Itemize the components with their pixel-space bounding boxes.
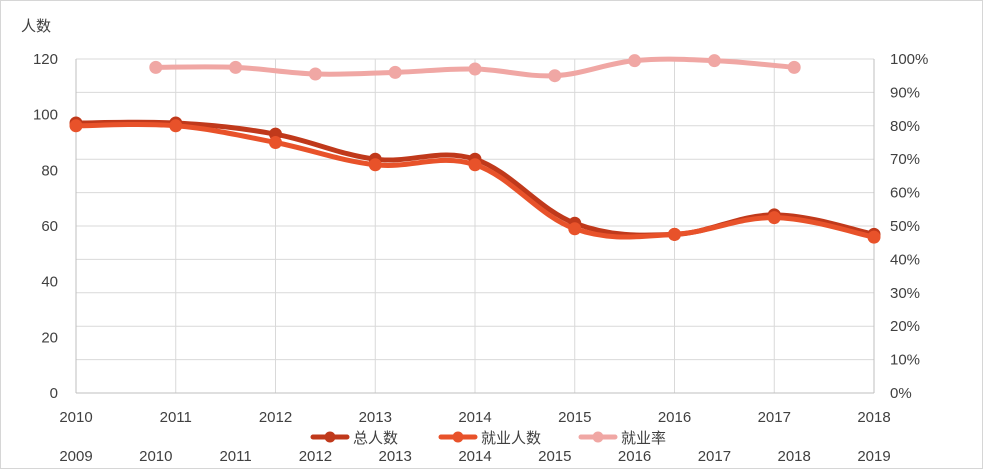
data-point-series-2 bbox=[229, 60, 243, 74]
legend-swatch-marker bbox=[452, 431, 464, 443]
data-point-series-2 bbox=[628, 54, 642, 68]
y-left-tick-label: 20 bbox=[41, 329, 58, 346]
x-secondary-tick-label: 2018 bbox=[778, 448, 811, 465]
data-point-series-1 bbox=[169, 119, 183, 133]
y-left-tick-label: 0 bbox=[50, 385, 58, 402]
data-point-series-2 bbox=[787, 60, 801, 74]
y-right-tick-label: 30% bbox=[890, 285, 920, 302]
x-primary-tick-label: 2015 bbox=[558, 409, 591, 426]
data-point-series-1 bbox=[368, 158, 382, 172]
y-right-tick-label: 90% bbox=[890, 84, 920, 101]
data-point-series-1 bbox=[269, 136, 282, 149]
legend-swatch-marker bbox=[324, 431, 336, 443]
y-right-tick-label: 50% bbox=[890, 218, 920, 235]
data-point-series-1 bbox=[767, 211, 781, 225]
data-point-series-2 bbox=[468, 62, 482, 76]
x-secondary-tick-label: 2012 bbox=[299, 448, 332, 465]
data-point-series-2 bbox=[548, 69, 562, 83]
y-right-tick-label: 80% bbox=[890, 118, 920, 135]
x-primary-tick-label: 2017 bbox=[758, 409, 791, 426]
x-primary-tick-label: 2016 bbox=[658, 409, 691, 426]
y-right-tick-label: 10% bbox=[890, 352, 920, 369]
x-secondary-tick-label: 2013 bbox=[379, 448, 412, 465]
legend-label: 就业率 bbox=[621, 430, 666, 447]
legend-swatch-marker bbox=[592, 431, 604, 443]
data-point-series-1 bbox=[668, 227, 681, 241]
y-right-tick-label: 0% bbox=[890, 385, 912, 402]
x-primary-tick-label: 2010 bbox=[59, 409, 92, 426]
y-left-tick-label: 40 bbox=[41, 274, 58, 291]
x-primary-tick-label: 2018 bbox=[857, 409, 890, 426]
data-point-series-1 bbox=[69, 119, 83, 133]
y-right-tick-label: 60% bbox=[890, 185, 920, 202]
x-secondary-tick-label: 2009 bbox=[59, 448, 92, 465]
x-secondary-tick-label: 2014 bbox=[458, 448, 491, 465]
x-primary-tick-label: 2013 bbox=[359, 409, 392, 426]
y-left-axis-title: 人数 bbox=[21, 18, 51, 35]
data-point-series-1 bbox=[468, 158, 482, 172]
y-right-tick-label: 20% bbox=[890, 318, 920, 335]
y-left-tick-label: 100 bbox=[33, 107, 58, 124]
data-point-series-2 bbox=[388, 65, 402, 79]
data-point-series-2 bbox=[149, 60, 163, 74]
x-secondary-tick-label: 2015 bbox=[538, 448, 571, 465]
legend-label: 总人数 bbox=[353, 430, 398, 447]
data-point-series-2 bbox=[308, 67, 322, 81]
y-right-tick-label: 40% bbox=[890, 251, 920, 268]
y-right-tick-label: 100% bbox=[890, 51, 928, 68]
y-left-tick-label: 60 bbox=[41, 218, 58, 235]
data-point-series-1 bbox=[568, 222, 582, 236]
x-secondary-tick-label: 2016 bbox=[618, 448, 651, 465]
data-point-series-2 bbox=[707, 54, 721, 68]
x-primary-tick-label: 2012 bbox=[259, 409, 292, 426]
x-primary-tick-label: 2011 bbox=[160, 409, 192, 426]
x-primary-tick-label: 2014 bbox=[458, 409, 491, 426]
x-secondary-tick-label: 2011 bbox=[219, 448, 251, 465]
legend-label: 就业人数 bbox=[481, 430, 541, 447]
x-secondary-tick-label: 2010 bbox=[139, 448, 172, 465]
x-secondary-tick-label: 2017 bbox=[698, 448, 731, 465]
x-secondary-tick-label: 2019 bbox=[857, 448, 890, 465]
data-point-series-1 bbox=[867, 230, 881, 244]
y-left-tick-label: 80 bbox=[41, 162, 58, 179]
y-left-tick-label: 120 bbox=[33, 51, 58, 68]
y-right-tick-label: 70% bbox=[890, 151, 920, 168]
